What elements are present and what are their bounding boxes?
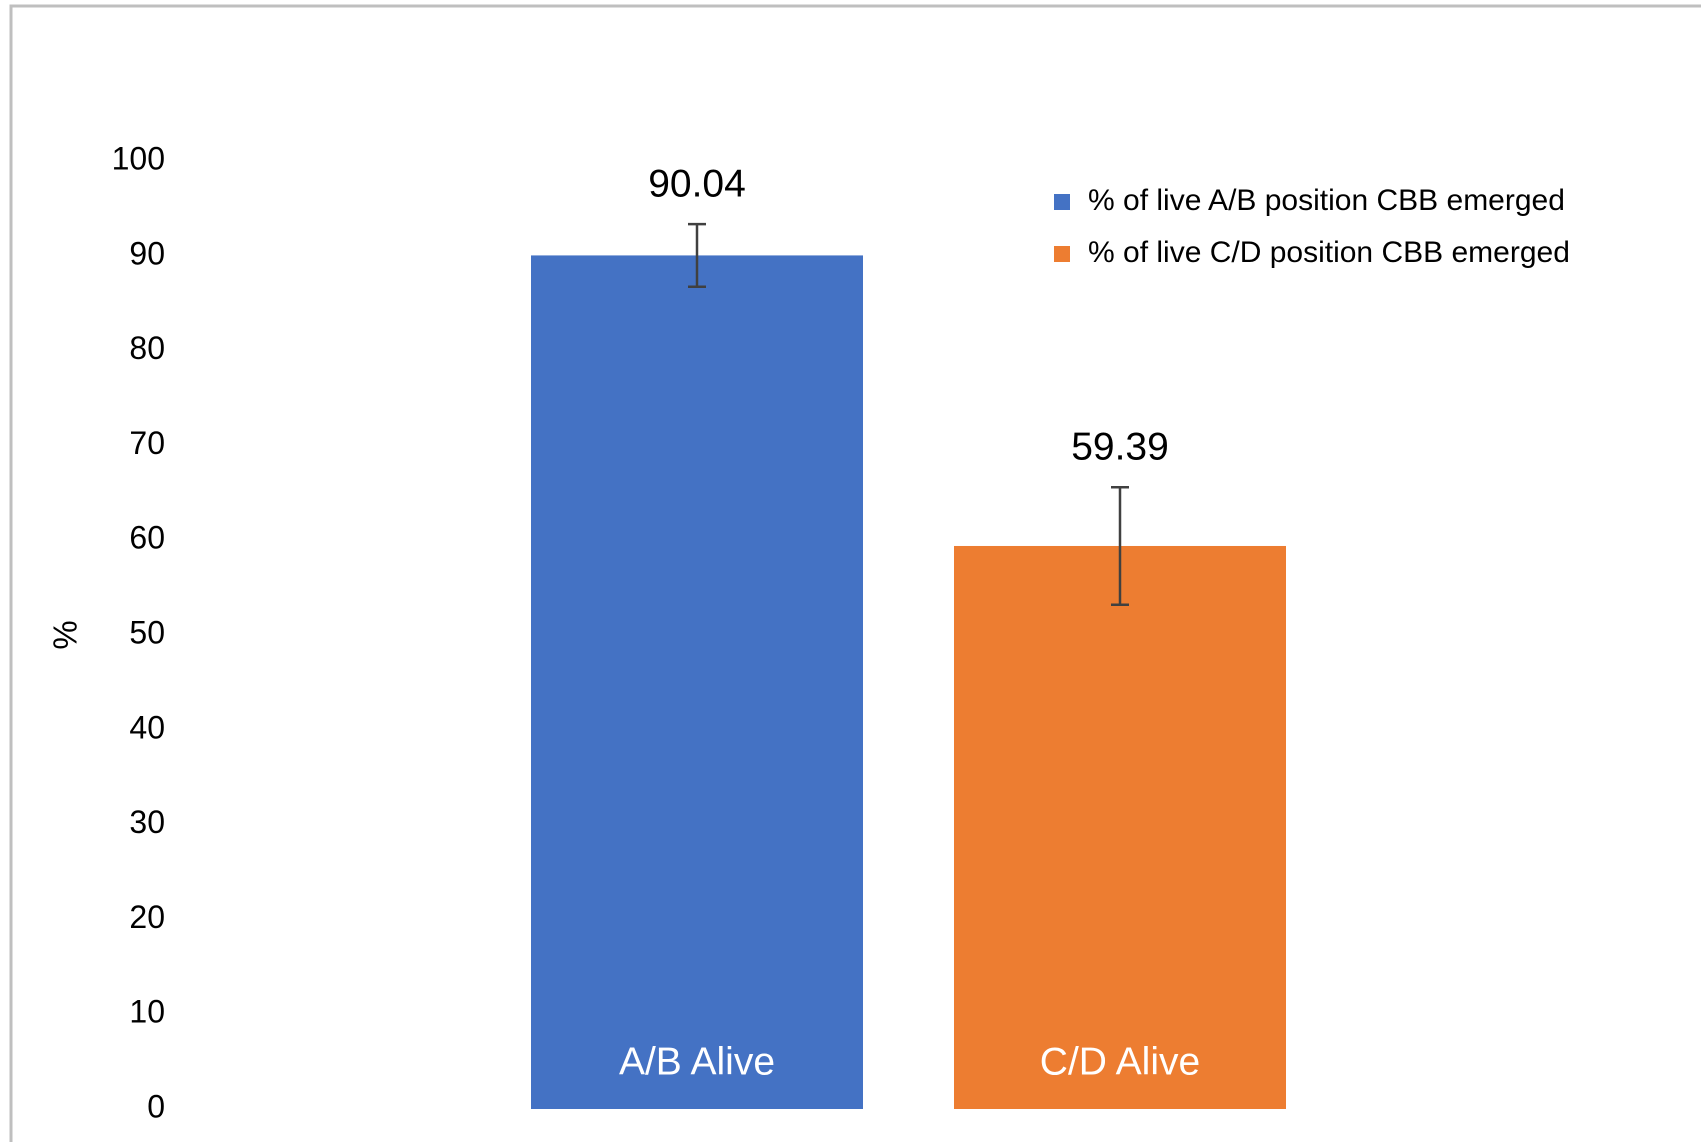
data-label: 90.04 bbox=[648, 162, 746, 205]
legend-swatch bbox=[1054, 246, 1070, 262]
legend-label: % of live A/B position CBB emerged bbox=[1088, 184, 1565, 217]
bar bbox=[531, 255, 863, 1110]
y-tick-label: 40 bbox=[129, 709, 165, 745]
x-tick-label: A/B Alive bbox=[619, 1040, 775, 1083]
y-axis-label: % bbox=[47, 620, 84, 649]
bar bbox=[954, 545, 1286, 1109]
legend-swatch bbox=[1054, 194, 1070, 210]
y-tick-label: 80 bbox=[129, 330, 165, 366]
y-tick-label: 10 bbox=[129, 994, 165, 1030]
y-tick-label: 30 bbox=[129, 804, 165, 840]
legend-label: % of live C/D position CBB emerged bbox=[1088, 236, 1570, 269]
frame bbox=[9, 4, 1701, 1142]
y-tick-label: 60 bbox=[129, 520, 165, 556]
y-tick-label: 0 bbox=[147, 1088, 165, 1124]
y-tick-label: 50 bbox=[129, 614, 165, 650]
y-tick-label: 90 bbox=[129, 235, 165, 271]
x-tick-label: C/D Alive bbox=[1040, 1040, 1200, 1083]
data-label: 59.39 bbox=[1071, 426, 1169, 469]
y-tick-label: 100 bbox=[112, 140, 165, 176]
y-tick-label: 20 bbox=[129, 899, 165, 935]
y-tick-label: 70 bbox=[129, 425, 165, 461]
